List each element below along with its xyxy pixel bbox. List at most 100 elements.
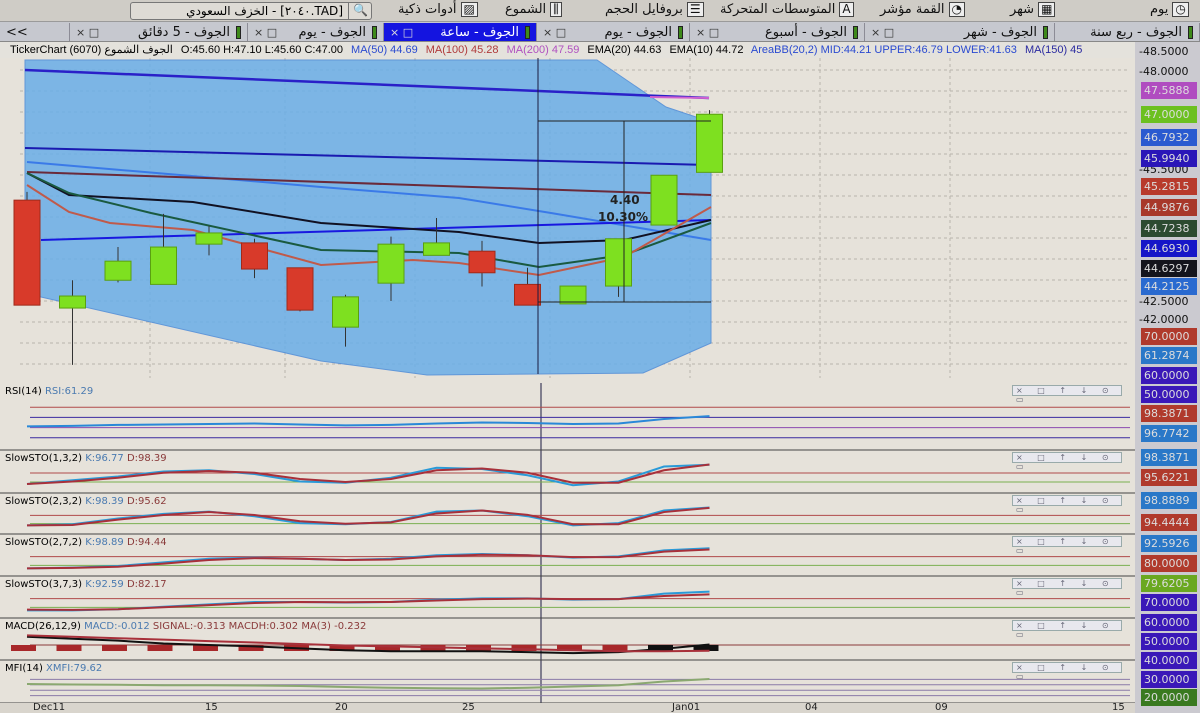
ma200-readout: MA(200) 47.59: [506, 44, 580, 56]
price-badge: 46.7932: [1141, 129, 1197, 146]
date-tick: 04: [805, 702, 818, 713]
price-badge: 44.6930: [1141, 240, 1197, 257]
tab-month[interactable]: الجوف - شهر □ ×: [865, 23, 1055, 41]
price-badge: 44.9876: [1141, 199, 1197, 216]
panel-value-2: SIGNAL:-0.313 MACDH:0.302 MA(3) -0.232: [152, 621, 367, 632]
tab-color-icon: [853, 25, 858, 39]
price-badge: 92.5926: [1141, 535, 1197, 552]
panel-controls[interactable]: × □ ↑ ↓ ⊙ ▭: [1012, 536, 1122, 555]
panel-header: MFI(14) XMFI:79.62: [5, 663, 102, 674]
panel-header: SlowSTO(1,3,2) K:96.77 D:98.39: [5, 453, 167, 464]
symbol-search-input[interactable]: [TAD.٢٠٤٠] - الخزف السعودي: [130, 2, 372, 20]
tab-5min[interactable]: الجوف - 5 دقائق □ ×: [70, 23, 248, 41]
date-tick: 15: [1112, 702, 1125, 713]
ma200-end-line: [649, 96, 710, 99]
price-axis[interactable]: -48.5000 -48.0000 -45.5000 -42.5000 -42.0000…: [1135, 42, 1200, 713]
toolbar-month[interactable]: ▦ شهر: [1010, 2, 1056, 17]
panel-title: MFI(14): [5, 663, 43, 674]
tab-week[interactable]: الجوف - أسبوع □ ×: [690, 23, 865, 41]
price-badge: 98.8889: [1141, 492, 1197, 509]
toolbar-smart-tools[interactable]: ▨ أدوات ذكية: [398, 2, 478, 17]
panel-value-1: MACD:-0.012: [84, 621, 150, 632]
macd-histogram-bar: [375, 645, 400, 651]
panel-value-2: D:94.44: [126, 537, 167, 548]
tab-close-icon[interactable]: □ ×: [76, 25, 100, 39]
panel-controls[interactable]: × □ ↑ ↓ ⊙ ▭: [1012, 662, 1122, 681]
candle-up: [332, 296, 359, 328]
measure-percent: 10.30%: [598, 210, 648, 224]
price-badge: 47.0000: [1141, 106, 1197, 123]
candle-down: [286, 267, 314, 311]
panel-value-1: RSI:61.29: [44, 386, 94, 397]
ma50-readout: MA(50) 44.69: [351, 44, 418, 56]
chart-canvas[interactable]: [0, 58, 1135, 703]
panel-title: RSI(14): [5, 386, 42, 397]
macd-histogram-bar: [147, 645, 173, 651]
tab-close-icon[interactable]: □ ×: [871, 25, 895, 39]
tab-color-icon: [1043, 25, 1048, 39]
panel-controls[interactable]: × □ ↑ ↓ ⊙ ▭: [1012, 452, 1122, 471]
price-badge: 80.0000: [1141, 555, 1197, 572]
candle-up: [377, 243, 405, 284]
toolbar-indicator[interactable]: ◔ القمة مؤشر: [880, 2, 965, 17]
tabs-overflow-button[interactable]: <<: [0, 23, 70, 41]
indicator-line: [26, 463, 710, 485]
price-badge: 47.5888: [1141, 82, 1197, 99]
toolbar-candles[interactable]: ⫼ الشموع: [505, 2, 562, 17]
panel-title: SlowSTO(2,3,2): [5, 496, 82, 507]
macd-histogram-bar: [511, 645, 537, 651]
date-tick: 25: [462, 702, 475, 713]
indicator-line: [26, 415, 710, 428]
panel-value-1: K:98.89: [85, 537, 124, 548]
indicator-line: [26, 506, 710, 527]
indicator-line: [26, 635, 710, 655]
tab-day[interactable]: الجوف - يوم □ ×: [537, 23, 690, 41]
tab-quarter[interactable]: الجوف - ربع سنة: [1055, 23, 1200, 41]
candle-down: [241, 242, 268, 270]
panel-controls[interactable]: × □ ↑ ↓ ⊙ ▭: [1012, 578, 1122, 597]
candle-up: [696, 113, 723, 173]
macd-histogram-bar: [557, 645, 582, 651]
toolbar-day[interactable]: ◷ يوم: [1150, 2, 1189, 17]
macd-histogram-bar: [102, 645, 127, 651]
tab-close-icon[interactable]: □ ×: [543, 25, 567, 39]
toolbar-moving-averages[interactable]: A المتوسطات المتحركة: [720, 2, 854, 17]
search-icon[interactable]: 🔍: [348, 2, 372, 20]
tab-close-icon[interactable]: □ ×: [390, 25, 414, 39]
tab-day-2[interactable]: الجوف - يوم □ ×: [248, 23, 384, 41]
tab-hour[interactable]: الجوف - ساعة □ ×: [384, 23, 537, 41]
tab-close-icon[interactable]: □ ×: [254, 25, 278, 39]
ohlc-readout: O:45.60 H:47.10 L:45.60 C:47.00: [180, 44, 343, 56]
panel-value-1: K:92.59: [85, 579, 124, 590]
panel-value-1: K:98.39: [85, 496, 124, 507]
panel-title: SlowSTO(2,7,2): [5, 537, 82, 548]
tab-bar: << الجوف - 5 دقائق □ × الجوف - يوم □ × الج…: [0, 22, 1200, 42]
panel-controls[interactable]: × □ ↑ ↓ ⊙ ▭: [1012, 385, 1122, 404]
tab-color-icon: [678, 25, 683, 39]
price-badge: 20.0000: [1141, 689, 1197, 706]
indicator-line: [26, 634, 710, 653]
ma50-line: [40, 219, 712, 241]
bb-readout: AreaBB(20,2) MID:44.21 UPPER:46.79 LOWER…: [750, 44, 1017, 56]
price-tick: -42.0000: [1139, 313, 1189, 326]
panel-controls[interactable]: × □ ↑ ↓ ⊙ ▭: [1012, 620, 1122, 639]
macd-histogram-bar: [238, 645, 264, 651]
price-badge: 98.3871: [1141, 449, 1197, 466]
date-tick: 15: [205, 702, 218, 713]
macd-histogram-bar: [329, 645, 355, 651]
price-badge: 44.6297: [1141, 260, 1197, 277]
tab-close-icon[interactable]: □ ×: [696, 25, 720, 39]
price-badge: 50.0000: [1141, 386, 1197, 403]
toolbar-volume-profile[interactable]: ☰ بروفايل الحجم: [605, 2, 704, 17]
indicator-line: [26, 678, 710, 690]
candle-down: [13, 199, 41, 306]
candles-icon: ⫼: [550, 2, 562, 17]
chart-area[interactable]: 4.40 10.30% RSI(14) RSI:61.29 × □ ↑ ↓ ⊙ …: [0, 58, 1135, 703]
panel-controls[interactable]: × □ ↑ ↓ ⊙ ▭: [1012, 495, 1122, 514]
panel-value-2: D:95.62: [126, 496, 167, 507]
price-badge: 96.7742: [1141, 425, 1197, 442]
panel-header: MACD(26,12,9) MACD:-0.012 SIGNAL:-0.313 …: [5, 621, 366, 632]
price-badge: 45.9940: [1141, 150, 1197, 167]
panel-header: RSI(14) RSI:61.29: [5, 386, 93, 397]
macd-histogram-bar: [56, 645, 82, 651]
